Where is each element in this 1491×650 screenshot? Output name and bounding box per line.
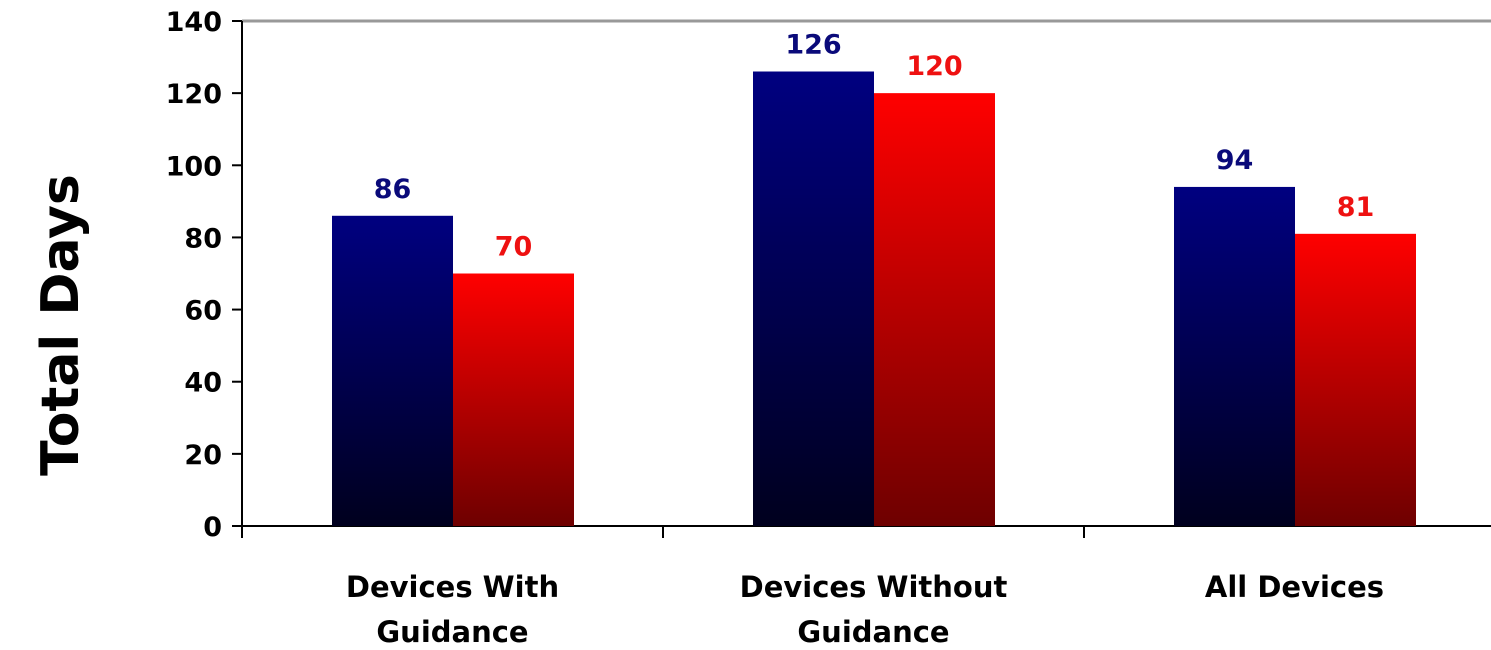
y-tick-label: 100	[166, 151, 222, 182]
bar-series-0-cat-0	[332, 215, 453, 527]
data-label-series-0-cat-0: 86	[374, 174, 412, 205]
bar-series-1-cat-2	[1295, 233, 1416, 527]
category-labels: Devices With Guidance Devices Without Guida…	[346, 570, 1384, 649]
category-label: Devices With	[346, 570, 559, 604]
y-axis-title: Total Days	[31, 174, 91, 476]
y-tick-label: 120	[166, 79, 222, 110]
x-axis-ticks	[241, 526, 1085, 538]
data-label-series-1-cat-0: 70	[495, 232, 533, 263]
plot-area: 0 20 40 60 80 100 120 140 86 70 126 120 94 81 Device…	[166, 7, 1491, 649]
y-tick-label: 20	[184, 440, 222, 471]
category-label: All Devices	[1205, 570, 1384, 604]
data-label-series-1-cat-2: 81	[1337, 192, 1375, 223]
bar-series-0-cat-2	[1174, 186, 1295, 526]
bar-series-0-cat-1	[753, 71, 874, 526]
data-labels: 86 70 126 120 94 81	[374, 30, 1375, 263]
y-tick-label: 40	[184, 368, 222, 399]
data-label-series-1-cat-1: 120	[906, 51, 962, 82]
y-tick-label: 0	[203, 512, 222, 543]
bar-series-1-cat-1	[874, 93, 995, 527]
category-label: Guidance	[376, 615, 528, 649]
bars	[332, 71, 1416, 527]
y-tick-label: 80	[184, 223, 222, 254]
category-label: Devices Without	[740, 570, 1008, 604]
bar-series-1-cat-0	[453, 273, 574, 526]
data-label-series-0-cat-2: 94	[1216, 145, 1254, 176]
y-tick-label: 60	[184, 296, 222, 327]
data-label-series-0-cat-1: 126	[785, 30, 841, 61]
y-tick-label: 140	[166, 7, 222, 38]
category-label: Guidance	[797, 615, 949, 649]
y-axis-ticks: 0 20 40 60 80 100 120 140	[166, 7, 242, 543]
